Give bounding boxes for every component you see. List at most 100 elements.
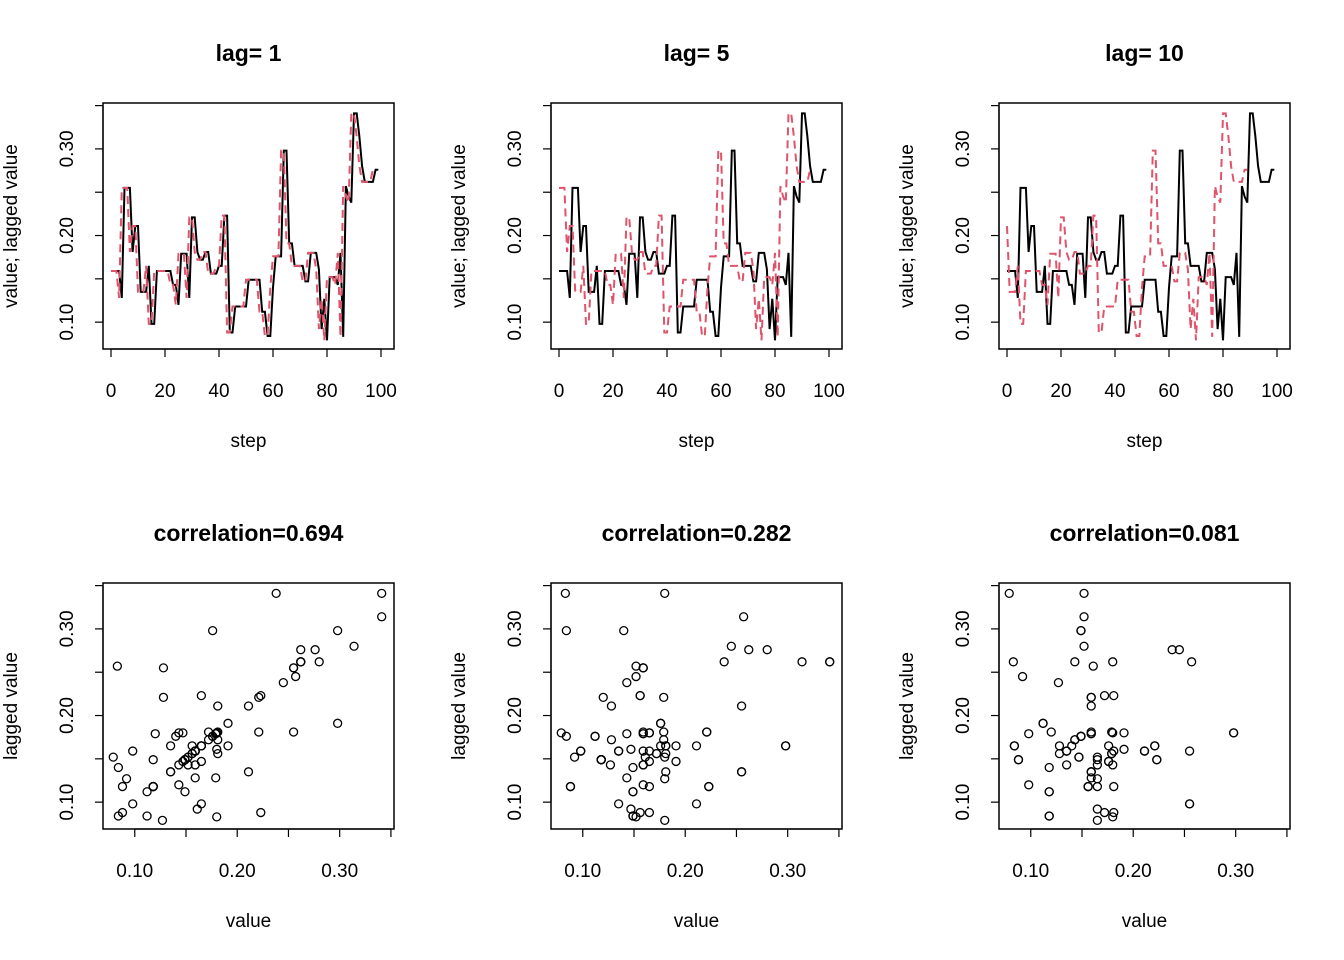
scatter-point [1044, 762, 1054, 773]
scatter-point [565, 781, 576, 792]
scatter-point [1108, 657, 1118, 667]
scatter-point [174, 780, 184, 790]
scatter-point [1099, 807, 1110, 818]
x-axis-label: step [1127, 431, 1163, 452]
x-tick-label: 80 [764, 381, 785, 402]
scatter-point [192, 804, 202, 814]
scatter-point [596, 755, 606, 765]
scatter-point [158, 663, 169, 673]
x-tick-label: 0.30 [1217, 861, 1254, 882]
scatter-point [605, 760, 616, 770]
x-tick-label: 0.20 [1115, 861, 1152, 882]
scatter-point [223, 741, 233, 751]
x-tick-label: 0 [554, 381, 565, 402]
scatter-point [644, 728, 655, 738]
scatter-point [113, 762, 124, 773]
scatter-point [736, 767, 747, 777]
scatter-point [148, 781, 158, 792]
x-tick-label: 80 [316, 381, 337, 402]
x-tick-label: 40 [1104, 381, 1125, 402]
scatter-point [157, 815, 168, 825]
x-tick-label: 40 [208, 381, 229, 402]
scatter-point [256, 807, 266, 818]
x-tick-label: 0.10 [564, 861, 601, 882]
scatter-point [576, 746, 586, 756]
x-tick-label: 100 [813, 381, 845, 402]
x-tick-label: 100 [365, 381, 397, 402]
y-tick-label: 0.10 [505, 304, 526, 341]
x-tick-label: 0.30 [321, 861, 358, 882]
scatter-point [606, 701, 617, 711]
scatter-point [797, 657, 807, 667]
scatter-point [1119, 744, 1129, 754]
scatter-point [1086, 773, 1096, 783]
scatter-point [719, 657, 729, 667]
scatter-point [212, 812, 222, 822]
scatter-point [142, 811, 152, 821]
scatter-point [613, 746, 624, 756]
scatter-point [626, 804, 636, 814]
scatter-point [1092, 774, 1103, 784]
y-tick-label: 0.30 [57, 610, 78, 647]
x-tick-label: 0.10 [116, 861, 153, 882]
x-tick-label: 0 [106, 381, 117, 402]
scatter-point [660, 815, 670, 825]
scatter-point [622, 677, 632, 688]
scatter-point [655, 741, 666, 751]
scatter-point [1092, 815, 1103, 825]
lagged-series-line [1006, 112, 1248, 341]
plot-box [998, 582, 1291, 830]
panel-title: correlation=0.694 [154, 520, 344, 546]
scatter-point [296, 657, 306, 667]
scatter-point [112, 661, 122, 671]
scatter-point [1092, 781, 1103, 792]
scatter-point [243, 767, 254, 777]
scatter-point [655, 718, 666, 728]
x-tick-label: 100 [1261, 381, 1293, 402]
y-tick-label: 0.10 [953, 784, 974, 821]
scatter-point [128, 746, 138, 756]
y-tick-label: 0.20 [953, 697, 974, 734]
scatter-point [631, 812, 641, 822]
scatter-point [128, 799, 138, 809]
y-tick-label: 0.10 [57, 304, 78, 341]
x-tick-label: 0.20 [219, 861, 256, 882]
scatter-point [150, 729, 160, 739]
scatter-point [590, 731, 600, 741]
x-tick-label: 60 [710, 381, 731, 402]
scatter-point [1184, 746, 1195, 756]
value-series-line [559, 112, 827, 341]
scatter-point [1150, 741, 1160, 751]
scatter-point [1070, 657, 1080, 667]
scatter-point [825, 657, 835, 667]
scatter-point [190, 773, 200, 783]
scatter-point [644, 781, 655, 792]
scatter-point [1186, 657, 1197, 667]
scatter-point [196, 799, 207, 809]
scatter-point [212, 744, 222, 754]
value-series-line [111, 112, 379, 341]
plot-box [550, 102, 843, 350]
scatter-point [738, 612, 749, 622]
scatter-point [1184, 799, 1195, 809]
x-axis-label: value [1122, 911, 1167, 932]
scatter-point [651, 748, 662, 759]
scatter-point [631, 661, 641, 671]
scatter-point [1086, 727, 1096, 737]
panel-5: correlation=0.282 value lagged value 0.10 0.… [449, 520, 843, 932]
x-tick-label: 20 [1050, 381, 1071, 402]
scatter-point [1076, 625, 1086, 636]
scatter-point [1103, 741, 1114, 751]
scatter-point [1139, 746, 1150, 756]
x-tick-label: 0.10 [1012, 861, 1049, 882]
scatter-point [187, 741, 197, 751]
scatter-point [1076, 731, 1086, 741]
scatter-point [619, 625, 629, 636]
panel-2: lag= 5 step value; lagged value 0.10 0.20 0.3… [449, 40, 845, 452]
y-tick-label: 0.20 [505, 217, 526, 254]
scatter-point [332, 625, 343, 636]
scatter-point [108, 752, 118, 762]
y-tick-label: 0.30 [505, 610, 526, 647]
scatter-point [780, 741, 791, 751]
x-tick-label: 60 [1158, 381, 1179, 402]
